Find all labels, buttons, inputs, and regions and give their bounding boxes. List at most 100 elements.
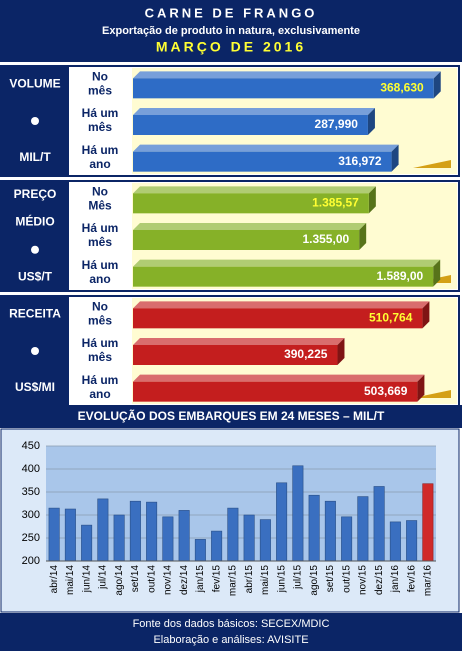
x-tick-label: out/14 — [146, 565, 157, 593]
x-tick-label: dez/15 — [374, 565, 385, 595]
bar-top — [133, 108, 375, 115]
x-tick-label: jul/14 — [98, 565, 109, 590]
y-tick-label: 400 — [22, 463, 40, 475]
y-tick-label: 450 — [22, 440, 40, 452]
x-tick-label: set/15 — [325, 565, 336, 593]
row-label: mês — [88, 84, 112, 98]
value-label: 1.355,00 — [302, 232, 349, 246]
x-tick-label: out/15 — [341, 565, 352, 593]
row-label: No — [92, 70, 108, 84]
x-tick-label: ago/14 — [114, 565, 125, 596]
bar-side — [337, 338, 345, 365]
bar-top — [133, 374, 425, 382]
x-tick-label: mar/15 — [228, 565, 239, 597]
bar — [341, 516, 353, 562]
value-label: 287,990 — [315, 117, 359, 131]
bullet — [31, 117, 39, 125]
bar — [243, 514, 255, 562]
bar-front — [133, 230, 360, 250]
bar-front — [133, 78, 434, 99]
bar-side — [433, 71, 441, 99]
row-label: ano — [89, 387, 110, 401]
value-label: 1.385,57 — [312, 196, 359, 210]
y-tick-label: 350 — [22, 486, 40, 498]
bar-front — [133, 115, 368, 135]
x-tick-label: fev/16 — [406, 565, 417, 593]
row-label: No — [92, 185, 108, 199]
bar-top — [133, 338, 345, 345]
bar — [133, 186, 376, 214]
row-label: Há um — [82, 258, 119, 272]
bar — [48, 507, 60, 562]
bar — [406, 520, 418, 562]
chart-title: EVOLUÇÃO DOS EMBARQUES EM 24 MESES – MIL… — [78, 408, 385, 423]
x-tick-label: mai/14 — [65, 565, 76, 595]
bar-front — [133, 151, 392, 172]
row-label: mês — [88, 120, 112, 134]
bar-front — [133, 308, 423, 329]
row-label: ano — [89, 157, 110, 171]
x-tick-label: jan/16 — [390, 565, 401, 594]
bar — [211, 530, 223, 562]
bar-top — [133, 223, 367, 230]
x-tick-label: nov/14 — [163, 565, 174, 595]
x-tick-label: jun/14 — [81, 565, 92, 594]
bar-top — [133, 186, 376, 194]
x-tick-label: abr/14 — [49, 565, 60, 594]
bar-top — [133, 301, 430, 309]
bar-front — [133, 381, 418, 402]
plot-bg — [46, 446, 436, 561]
bar-front — [133, 345, 338, 365]
x-tick-label: nov/15 — [358, 565, 369, 595]
bar-top — [133, 71, 441, 79]
bullet — [31, 347, 39, 355]
floor — [413, 160, 451, 168]
x-tick-label: jan/15 — [195, 565, 206, 594]
bar-side — [422, 301, 430, 329]
subtitle: Exportação de produto in natura, exclusi… — [102, 25, 360, 37]
bar — [227, 507, 239, 562]
x-tick-label: mai/15 — [260, 565, 271, 595]
bar — [146, 501, 158, 562]
bar — [129, 500, 141, 562]
bar — [113, 514, 125, 562]
row-label: Mês — [88, 199, 112, 213]
bar-side — [368, 186, 376, 214]
bar — [324, 500, 336, 562]
header-bg — [0, 0, 462, 62]
bar — [162, 516, 174, 562]
row-label: No — [92, 300, 108, 314]
bar-side — [417, 374, 425, 402]
bar — [373, 486, 385, 562]
row-label: Há um — [82, 373, 119, 387]
row-label: mês — [88, 314, 112, 328]
bar — [133, 338, 345, 365]
value-label: 368,630 — [380, 81, 424, 95]
bar — [194, 539, 206, 562]
y-tick-label: 300 — [22, 509, 40, 521]
value-label: 503,669 — [364, 384, 408, 398]
bar-front — [133, 266, 434, 287]
bar — [357, 496, 369, 562]
footer-line: Elaboração e análises: AVISITE — [153, 634, 308, 646]
value-label: 1.589,00 — [376, 269, 423, 283]
period: MARÇO DE 2016 — [156, 39, 306, 55]
x-tick-label: fev/15 — [211, 565, 222, 593]
bar — [276, 482, 288, 562]
x-tick-label: abr/15 — [244, 565, 255, 594]
bar — [64, 508, 76, 562]
bar-side — [359, 223, 367, 250]
panel-label: VOLUME — [9, 77, 60, 91]
bar — [81, 524, 93, 562]
panel-label-bg — [1, 181, 69, 291]
bar-top — [133, 144, 399, 152]
row-label: Há um — [82, 106, 119, 120]
row-label: Há um — [82, 143, 119, 157]
y-tick-label: 200 — [22, 555, 40, 567]
panel-label: RECEITA — [9, 307, 61, 321]
footer-bg — [0, 613, 462, 651]
bar — [133, 223, 367, 250]
bar-side — [391, 144, 399, 172]
bar-top — [133, 259, 441, 267]
